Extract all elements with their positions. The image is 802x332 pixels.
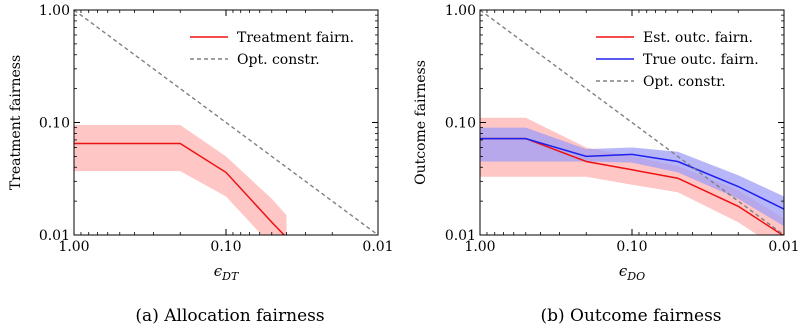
plot-area [74, 10, 378, 260]
y-tick-label: 0.01 [39, 228, 70, 244]
x-tick-label: 0.10 [616, 239, 647, 255]
x-axis-label-subscript: DT [221, 270, 240, 283]
y-tick-label: 1.00 [445, 3, 476, 19]
x-tick-label: 0.01 [362, 239, 393, 255]
x-axis-label: ϵDT [214, 262, 240, 283]
x-tick-label: 0.10 [210, 239, 241, 255]
legend-label-2: Opt. constr. [643, 74, 726, 90]
x-axis-label-subscript: DO [626, 270, 645, 283]
y-tick-label: 1.00 [39, 3, 70, 19]
x-tick-label: 0.01 [768, 239, 799, 255]
panel-caption: (a) Allocation fairness [135, 306, 324, 326]
legend-label-0: Est. outc. fairn. [643, 30, 753, 46]
y-axis-label: Treatment fairness [8, 55, 24, 190]
legend-label-1: Opt. constr. [237, 52, 320, 68]
panel-caption: (b) Outcome fairness [540, 306, 721, 326]
confidence-band-0 [74, 125, 287, 260]
y-tick-label: 0.10 [445, 116, 476, 132]
y-tick-label: 0.10 [39, 116, 70, 132]
legend-label-0: Treatment fairn. [237, 30, 354, 46]
x-axis-label: ϵDO [619, 262, 645, 283]
y-axis-label: Outcome fairness [413, 60, 429, 185]
plot-area [480, 10, 784, 252]
y-tick-label: 0.01 [445, 228, 476, 244]
legend-label-1: True outc. fairn. [643, 52, 759, 68]
